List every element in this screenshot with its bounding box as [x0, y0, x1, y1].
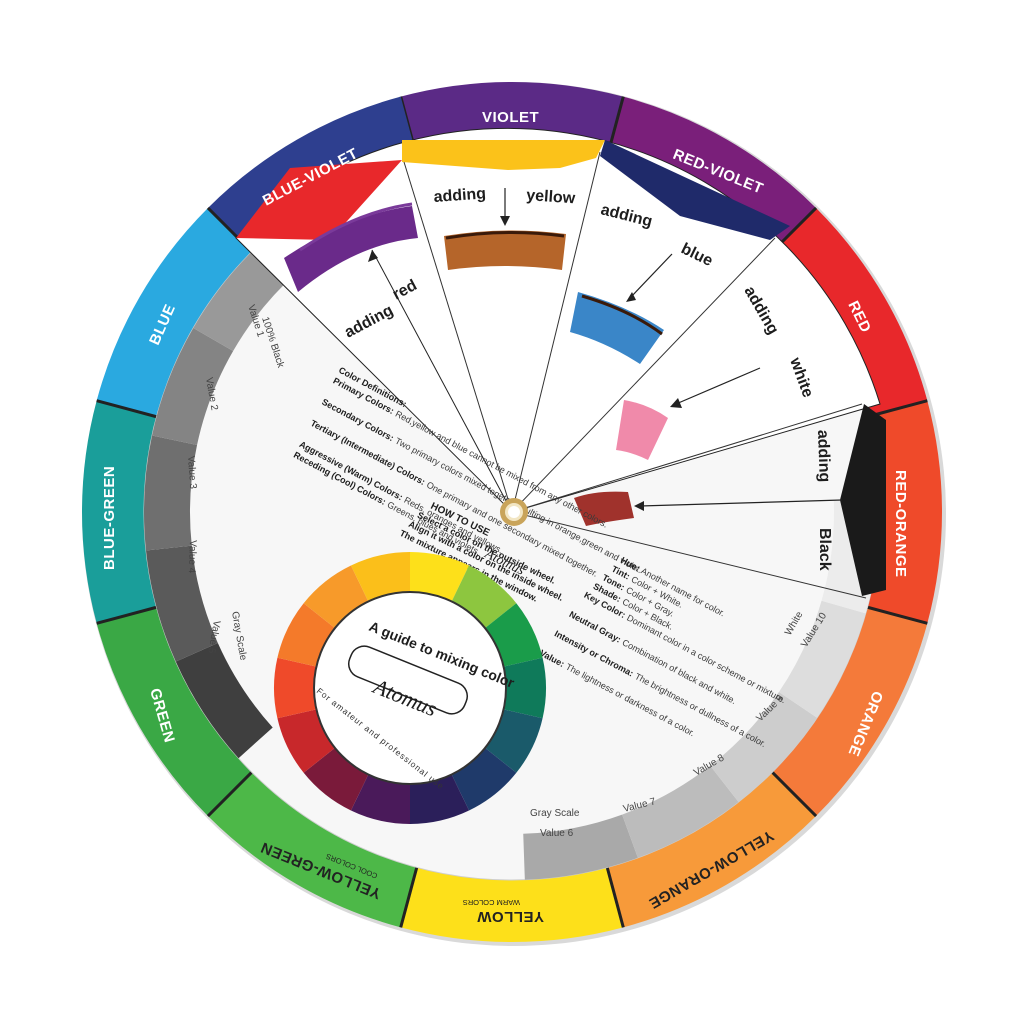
ring-label-red-orange: RED-ORANGE [892, 470, 909, 578]
ring-segment-red-violet[interactable] [607, 96, 817, 252]
ring-segment-yellow-green[interactable] [207, 772, 417, 928]
ring-segment-orange[interactable] [772, 607, 928, 817]
inner-wheel-segment [451, 565, 517, 629]
ring-segment-yellow-orange[interactable] [607, 772, 817, 928]
inner-wheel-segment [350, 774, 410, 824]
gray-swatch-right-3 [710, 692, 818, 802]
gray-swatch-left-1 [175, 642, 273, 759]
window-red [284, 206, 418, 292]
outer-color-ring[interactable] [82, 82, 942, 942]
mixing-windows [284, 202, 668, 526]
mix-color-black: Black [816, 528, 833, 571]
ring-label-violet: VIOLET [482, 109, 539, 126]
ring-label-blue-green: BLUE-GREEN [101, 466, 118, 570]
adding-label-yellow: adding [433, 185, 486, 206]
yellow-wedge [402, 140, 605, 170]
gray-swatch-left-3 [144, 435, 198, 551]
window-yellow [444, 230, 566, 270]
gray-label-value-4: Value 4 [186, 540, 198, 574]
mix-color-yellow: yellow [526, 187, 577, 207]
gray-swatch-right-1 [523, 814, 638, 880]
gray-swatch-right-4 [778, 600, 866, 718]
inner-wheel-segment [274, 657, 317, 719]
inner-wheel-segment [410, 774, 470, 824]
ring-label-yellow: YELLOW [476, 908, 544, 925]
gray-scale-title-right: Gray Scale [530, 808, 580, 819]
inner-wheel-segment [303, 747, 369, 811]
blue-wedge [600, 140, 790, 240]
inner-wheel-segment [410, 552, 470, 602]
ring-segment-blue-green[interactable] [82, 400, 157, 624]
ring-segment-green[interactable] [96, 607, 252, 817]
brand-badge [347, 645, 469, 715]
inner-mixing-wheel[interactable] [274, 552, 546, 824]
gray-label-value-3: Value 3 [185, 455, 198, 489]
inner-wheel-segment [451, 747, 517, 811]
red-wedge [236, 160, 402, 240]
ring-segment-yellow[interactable] [400, 867, 624, 942]
gray-swatch-left-2 [146, 545, 218, 662]
adding-label-black: adding [814, 430, 833, 483]
inner-wheel-segment [303, 565, 369, 629]
warm-colors-label: WARM COLORS [463, 898, 520, 907]
inner-wheel-center [314, 592, 506, 784]
inner-wheel-segment [350, 552, 410, 602]
gray-swatch-right-2 [622, 765, 739, 858]
inner-wheel-segment [503, 657, 546, 719]
black-wedge [840, 404, 886, 596]
gray-label-value-6: Value 6 [540, 828, 574, 839]
window-blue [570, 292, 664, 364]
ring-segment-red-orange[interactable] [867, 400, 942, 624]
window-black [574, 491, 634, 526]
ring-segment-red[interactable] [772, 207, 928, 417]
window-white [616, 400, 668, 460]
gray-swatch-left-4 [152, 328, 234, 446]
center-grommet [500, 498, 528, 526]
ring-segment-blue[interactable] [96, 207, 252, 417]
gray-scale-right [523, 499, 881, 880]
